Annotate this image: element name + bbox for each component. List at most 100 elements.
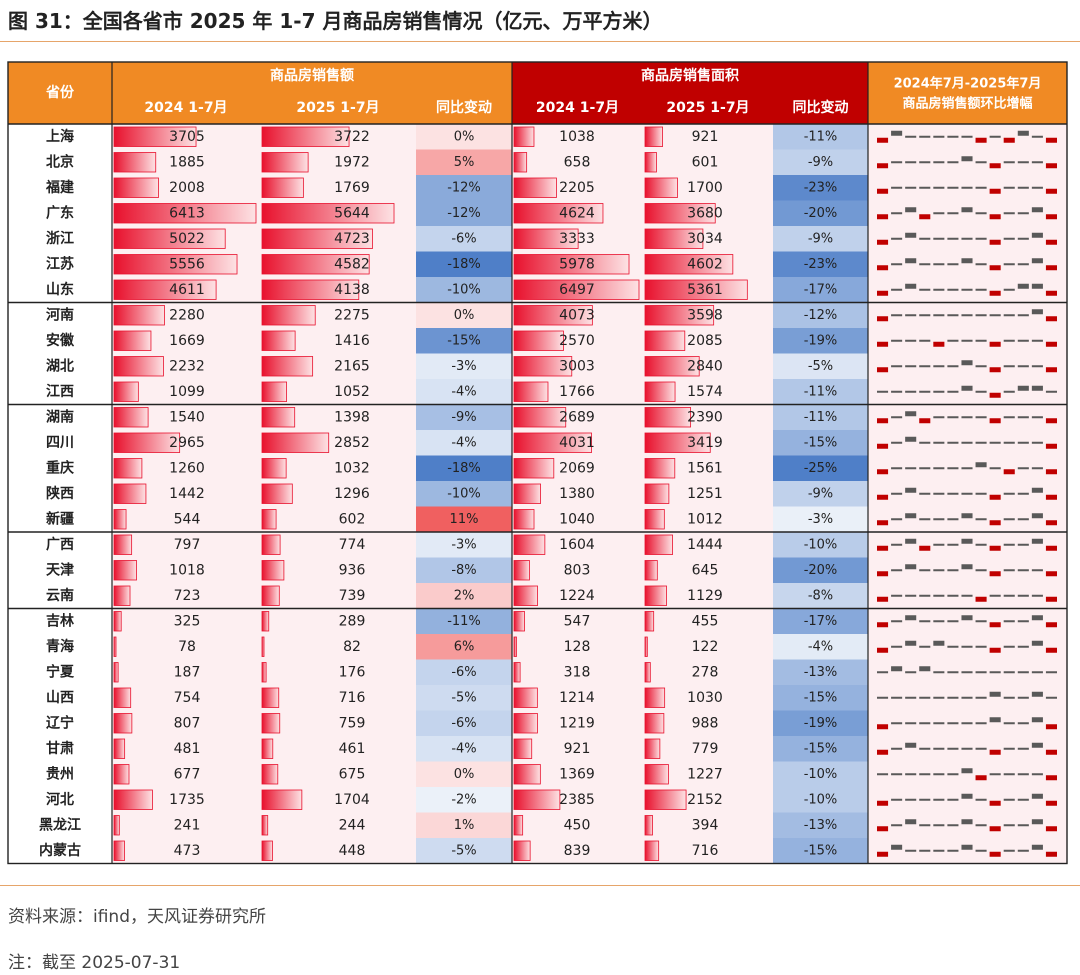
amount-2025-bar-12 [261,432,330,453]
area-2025-bar-1 [644,152,657,173]
amount-2024-bar-27 [113,815,120,836]
sparkline-mark [919,798,931,801]
sparkline-mark [975,137,987,143]
amount-2025-value: 176 [339,664,366,680]
amount-2024-value: 807 [174,715,201,731]
sparkline-mark [947,722,959,725]
sparkline-mark [947,773,959,776]
area-2024-bar-23 [513,713,538,734]
sparkline-mark [933,671,945,674]
sparkline-mark [989,800,1001,806]
sparkline-mark [933,467,945,470]
province-label: 青海 [46,638,74,655]
amount-2025-bar-3 [261,203,395,224]
amount-2025-bar-18 [261,585,280,606]
area-2025-value: 2152 [687,792,723,808]
amount-2025-bar-0 [261,126,350,147]
area-yoy-value: -9% [808,486,833,501]
sparkline-mark [961,645,973,648]
area-yoy-value: -19% [804,333,838,348]
sparkline-mark [1003,543,1015,546]
area-yoy-cell [773,124,868,150]
sparkline-mark [989,520,1001,526]
area-yoy-value: -11% [804,129,838,144]
sparkline-mark [891,824,903,827]
sparkline-mark [933,341,945,347]
amount-yoy-value: -3% [451,537,476,552]
sparkline-mark [891,416,903,419]
sparkline-mark [989,441,1001,444]
province-label: 吉林 [46,612,74,629]
sparkline-mark [891,798,903,801]
amount-2025-value: 244 [339,817,366,833]
sparkline-mark [891,594,903,597]
sparkline-mark [975,747,987,750]
province-label: 重庆 [46,459,74,476]
sparkline-mark [905,615,917,621]
amount-yoy-cell [416,251,512,277]
sparkline-mark [1017,824,1029,827]
sparkline-mark [1017,283,1029,289]
area-yoy-value: -17% [804,282,838,297]
area-2025-bar-14 [644,483,670,504]
header-bg-spark [868,62,1067,124]
province-label: 云南 [46,587,74,604]
area-2024-value: 128 [564,639,591,655]
amount-yoy-value: -18% [447,257,481,272]
amount-yoy-value: -11% [447,614,481,629]
sparkline-mark [975,645,987,648]
sparkline-mark [933,441,945,444]
amount-2025-bar-1 [261,152,309,173]
sparkline-mark [1045,188,1057,194]
area-yoy-value: -5% [808,359,833,374]
amount-2024-value: 797 [174,537,201,553]
sparkline-mark [975,390,987,393]
sparkline-mark [1017,186,1029,189]
sparkline-mark [1017,385,1029,391]
sparkline-mark [947,314,959,317]
amount-yoy-cell [416,710,512,736]
amount-yoy-value: -5% [451,843,476,858]
sparkline-mark [1045,826,1057,832]
province-label: 河南 [46,306,74,323]
sparkline-mark [947,594,959,597]
area-2024-value: 658 [564,154,591,170]
sparkline-mark [933,543,945,546]
sparkline-mark [1003,722,1015,725]
amount-2025-value: 1972 [334,154,370,170]
amount-2025-bar-6 [261,279,360,300]
area-2025-bar-23 [644,713,665,734]
sparkline-mark [989,163,1001,169]
area-2024-value: 1214 [559,690,595,706]
amount-2025-value: 1296 [334,486,370,502]
sparkline-mark [1003,773,1015,776]
area-2025-bar-17 [644,560,658,581]
sparkline-mark [947,696,959,699]
amount-2024-value: 1442 [169,486,205,502]
sparkline-mark [919,722,931,725]
sparkline-mark [975,824,987,827]
area-2025-value: 3419 [687,435,723,451]
sparkline-mark [961,314,973,317]
sparkline-mark [961,135,973,138]
sparkline-mark [1031,538,1043,544]
sparkline-mark [1017,492,1029,495]
sparkline-mark [933,640,945,646]
area-2025-value: 4602 [687,256,723,272]
sparkline-mark [961,186,973,189]
sparkline-mark [1031,365,1043,368]
sparkline-mark [947,161,959,164]
amount-2024-value: 481 [174,741,201,757]
area-2025-bar-16 [644,534,673,555]
amount-2025-bar-4 [261,228,373,249]
sparkline-mark [919,569,931,572]
area-2025-bar-27 [644,815,653,836]
area-2025-bar-25 [644,764,669,785]
sparkline-mark [877,724,889,730]
area-yoy-cell [773,302,868,328]
amount-2025-value: 1398 [334,409,370,425]
amount-2024-value: 1540 [169,409,205,425]
sparkline-mark [1031,441,1043,444]
amount-2024-bar-16 [113,534,133,555]
sparkline-mark [961,339,973,342]
